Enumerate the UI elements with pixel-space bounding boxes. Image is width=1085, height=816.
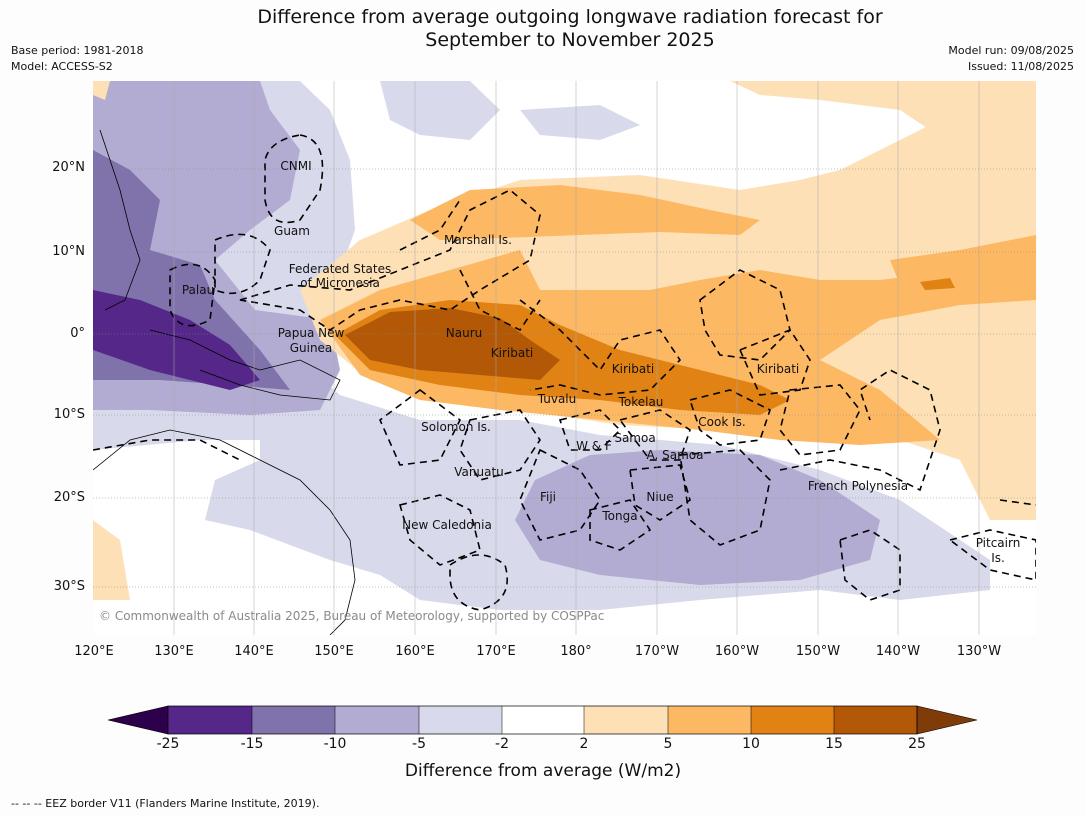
place-label: Solomon Is. xyxy=(421,420,491,434)
colorbar-bin-1 xyxy=(168,706,252,734)
contour-pos2-ne xyxy=(730,81,1036,150)
lon-label: 180° xyxy=(560,644,592,659)
colorbar-bin-6 xyxy=(584,706,668,734)
colorbar-bin-7 xyxy=(668,706,751,734)
place-label: A. Samoa xyxy=(646,448,704,462)
place-label: CNMI xyxy=(280,159,312,173)
place-label: New Caledonia xyxy=(402,518,492,532)
colorbar-tick: 5 xyxy=(663,736,673,752)
lon-label: 170°W xyxy=(634,644,680,659)
place-label: Marshall Is. xyxy=(444,233,512,247)
contour-neg5-north2 xyxy=(520,105,640,140)
coastlines xyxy=(93,129,356,635)
place-label: Kiribati xyxy=(756,362,800,376)
place-label: Guinea xyxy=(289,341,333,355)
lat-label: 0° xyxy=(70,326,85,341)
place-label: Federated States xyxy=(288,262,392,276)
title-line-2: September to November 2025 xyxy=(425,29,715,51)
contour-pos5-north xyxy=(410,185,760,240)
lon-label: 160°E xyxy=(395,644,435,659)
lon-label: 120°E xyxy=(74,644,114,659)
place-label: Guam xyxy=(274,224,310,238)
place-label: of Micronesia xyxy=(300,276,380,290)
meridians xyxy=(173,81,980,635)
lon-label: 160°W xyxy=(714,644,760,659)
colorbar-tick: 25 xyxy=(908,736,926,752)
contour-pos2-aus xyxy=(93,520,130,600)
place-label: Samoa xyxy=(614,431,656,445)
colorbar-tick: -10 xyxy=(323,736,347,752)
anomaly-field xyxy=(93,81,1036,635)
lon-label: 150°E xyxy=(314,644,354,659)
place-label: Papua New xyxy=(277,326,345,340)
colorbar-tick: -25 xyxy=(156,736,180,752)
colorbar-bin-9 xyxy=(834,706,917,734)
colorbar-bin-3 xyxy=(335,706,419,734)
place-label: Nauru xyxy=(445,326,483,340)
place-label: Vanuatu xyxy=(454,465,504,479)
model-name: Model: ACCESS-S2 xyxy=(11,60,113,73)
contour-pos5-east xyxy=(890,235,1036,290)
colorbar-tick: -5 xyxy=(412,736,426,752)
contour-pos5 xyxy=(320,250,1036,445)
colorbar xyxy=(107,705,978,735)
lat-label: 20°N xyxy=(52,160,85,175)
place-label: Cook Is. xyxy=(698,415,746,429)
lon-label: 130°W xyxy=(956,644,1002,659)
copyright-notice: © Commonwealth of Australia 2025, Bureau… xyxy=(99,609,605,623)
colorbar-tick: 15 xyxy=(825,736,843,752)
lon-label: 170°E xyxy=(476,644,516,659)
contour-neg5-north xyxy=(380,81,500,140)
chart-title: Difference from average outgoing longwav… xyxy=(0,6,1085,52)
colorbar-bin-8 xyxy=(751,706,834,734)
lat-label: 30°S xyxy=(53,579,85,594)
base-period: Base period: 1981-2018 xyxy=(11,44,144,57)
lon-label: 130°E xyxy=(154,644,194,659)
place-label: Tonga xyxy=(602,509,638,523)
contour-neg25 xyxy=(93,290,260,390)
colorbar-below-min xyxy=(107,705,169,735)
place-label: W & F xyxy=(576,439,612,453)
place-label: Tuvalu xyxy=(537,392,577,406)
model-run: Model run: 09/08/2025 xyxy=(948,44,1074,57)
lat-label: 20°S xyxy=(53,490,85,505)
lon-label: 140°E xyxy=(234,644,274,659)
contour-pos10-east xyxy=(920,278,955,290)
lon-label: 150°W xyxy=(795,644,841,659)
eez-borders xyxy=(93,134,1036,611)
eez-footnote: -- -- -- EEZ border V11 (Flanders Marine… xyxy=(11,797,320,810)
colorbar-title: Difference from average (W/m2) xyxy=(404,761,682,781)
place-label: French Polynesia xyxy=(807,479,909,493)
colorbar-tick: 2 xyxy=(579,736,589,752)
colorbar-tick: -2 xyxy=(495,736,509,752)
colorbar-bin-5 xyxy=(502,706,584,734)
colorbar-tick: -15 xyxy=(240,736,264,752)
colorbar-above-max xyxy=(916,705,978,735)
title-line-1: Difference from average outgoing longwav… xyxy=(257,6,883,28)
place-label: Niue xyxy=(646,490,674,504)
place-label: Is. xyxy=(991,551,1005,565)
place-label: Kiribati xyxy=(490,346,534,360)
place-label: Kiribati xyxy=(611,362,655,376)
place-label: Fiji xyxy=(539,490,557,504)
lon-label: 140°W xyxy=(875,644,921,659)
place-label: Tokelau xyxy=(618,395,664,409)
contour-pos15 xyxy=(345,308,560,380)
colorbar-bin-4 xyxy=(419,706,502,734)
contour-pos2-nw xyxy=(93,81,110,100)
colorbar-tick: 10 xyxy=(742,736,760,752)
lat-label: 10°N xyxy=(52,244,85,259)
issued-date: Issued: 11/08/2025 xyxy=(967,60,1074,73)
meta-left: Base period: 1981-2018 Model: ACCESS-S2 xyxy=(11,43,143,75)
contour-neg10-south xyxy=(515,450,880,585)
gridlines xyxy=(93,168,1036,588)
meta-right: Model run: 09/08/2025 Issued: 11/08/2025 xyxy=(948,43,1074,75)
place-label: Palau xyxy=(181,283,215,297)
lat-label: 10°S xyxy=(53,407,85,422)
colorbar-bin-2 xyxy=(252,706,335,734)
place-label: Pitcairn xyxy=(975,536,1021,550)
